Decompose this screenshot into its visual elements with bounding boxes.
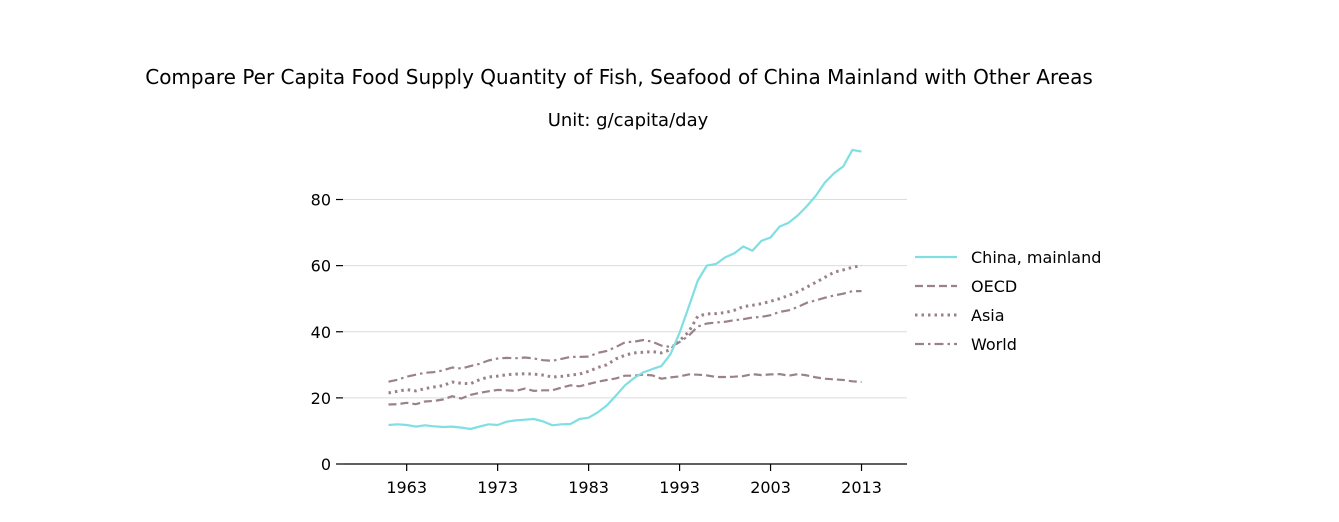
x-tick-label: 2003 [750,478,791,497]
legend-label: China, mainland [971,248,1101,267]
y-tick-label: 0 [321,455,331,474]
series-lines [388,148,862,431]
series-line-china-mainland [388,148,862,431]
series-line-world [388,290,862,383]
x-tick-label: 1983 [568,478,609,497]
y-tick-label: 40 [311,323,331,342]
x-tick-label: 1973 [477,478,518,497]
x-tick-label: 2013 [841,478,882,497]
legend: China, mainland OECD Asia World [915,248,1101,354]
y-tick-label: 80 [311,191,331,210]
series-line-oecd [388,373,862,406]
chart-subtitle: Unit: g/capita/day [548,110,709,131]
axes: 0 20 40 60 80 1963 1973 1983 1993 2003 2013 [311,191,907,497]
y-tick-label: 20 [311,389,331,408]
legend-label: Asia [971,306,1005,325]
chart-title: Compare Per Capita Food Supply Quantity … [145,65,1093,89]
legend-label: World [971,335,1017,354]
legend-label: OECD [971,277,1017,296]
x-tick-label: 1993 [659,478,700,497]
x-tick-label: 1963 [386,478,427,497]
y-tick-label: 60 [311,257,331,276]
series-line-asia [388,264,862,395]
